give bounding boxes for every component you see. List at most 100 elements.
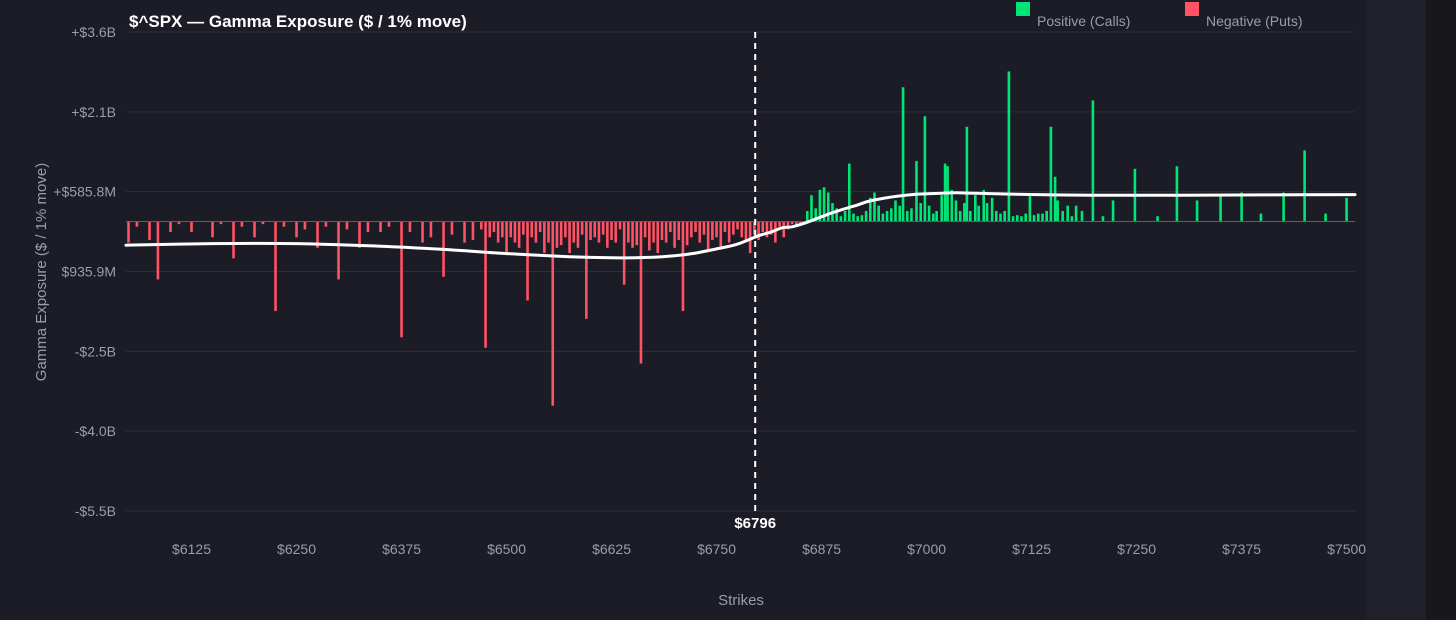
positive-bar [856, 216, 859, 222]
negative-bar [568, 221, 571, 254]
negative-bar [232, 221, 235, 259]
positive-bar [968, 210, 972, 222]
negative-bar [379, 221, 382, 233]
positive-bar [958, 210, 962, 222]
positive-bar [1091, 100, 1095, 222]
spot-price-label: $6796 [734, 515, 776, 532]
right-edge [1426, 0, 1456, 620]
positive-bar [894, 200, 897, 222]
negative-bar [622, 221, 626, 285]
positive-bar [1020, 216, 1023, 222]
positive-bar [1041, 213, 1044, 222]
negative-bar [769, 221, 773, 235]
legend-label-positive: Positive (Calls) [1037, 13, 1130, 29]
negative-bar [753, 221, 756, 235]
negative-bar [530, 221, 534, 238]
positive-bar [910, 208, 913, 222]
negative-bar [593, 221, 597, 238]
positive-bar [898, 205, 901, 222]
y-tick-label: $935.9M [62, 264, 116, 280]
x-tick-label: $7000 [907, 541, 946, 557]
negative-bars [127, 221, 802, 406]
right-panel-strip [1366, 0, 1426, 620]
x-tick-label: $6375 [382, 541, 421, 557]
positive-bar [1219, 195, 1222, 222]
negative-bar [522, 221, 525, 235]
negative-bar [643, 221, 647, 238]
negative-bar [652, 221, 655, 243]
negative-bar [463, 221, 466, 243]
positive-bar [919, 203, 922, 222]
positive-bar [1345, 197, 1348, 222]
positive-bar [839, 216, 843, 222]
positive-bar [864, 210, 868, 222]
positive-bar [994, 210, 998, 222]
negative-bar [127, 221, 130, 243]
negative-bar [345, 221, 349, 230]
negative-bar [744, 221, 748, 243]
negative-bar [387, 221, 391, 227]
negative-bar [400, 221, 403, 338]
negative-bar [677, 221, 681, 240]
negative-bar [786, 221, 790, 230]
negative-bar [706, 221, 710, 251]
negative-bar [156, 221, 160, 280]
positive-bar [985, 203, 989, 222]
positive-bar [1156, 216, 1159, 222]
negative-bar [480, 221, 483, 230]
positive-bar [982, 189, 985, 222]
negative-bar [538, 221, 542, 233]
negative-bar [219, 221, 223, 225]
negative-bar [761, 221, 765, 233]
positive-bar [963, 203, 966, 222]
negative-bar [715, 221, 718, 238]
legend: Positive (Calls) Negative (Puts) [1016, 2, 1302, 29]
negative-bar [723, 221, 727, 233]
positive-bar [1003, 210, 1006, 222]
negative-bar [648, 221, 651, 251]
negative-bar [534, 221, 538, 243]
positive-bar [1195, 200, 1199, 222]
gamma-profile-curve [124, 191, 1357, 260]
negative-bar [366, 221, 370, 233]
negative-bar [597, 221, 601, 243]
positive-bar [1061, 210, 1064, 222]
negative-bar [673, 221, 676, 248]
positive-bar [814, 208, 817, 222]
negative-bar [790, 221, 794, 225]
negative-bar [253, 221, 256, 238]
negative-bar [702, 221, 706, 235]
y-tick-label: -$2.5B [75, 343, 116, 359]
negative-bar [778, 221, 781, 227]
positive-bar [873, 192, 876, 222]
negative-bar [324, 221, 328, 227]
negative-bar [635, 221, 639, 246]
positive-bar [954, 200, 958, 222]
negative-bar [543, 221, 546, 254]
negative-bar [719, 221, 723, 248]
negative-bar [169, 221, 172, 233]
positive-bar [1015, 215, 1019, 222]
positive-bar [1074, 205, 1078, 222]
negative-bar [681, 221, 685, 311]
positive-bar [1053, 176, 1057, 222]
positive-bar [1045, 210, 1048, 222]
negative-bar [727, 221, 731, 243]
x-tick-label: $6875 [802, 541, 841, 557]
negative-bar [501, 221, 504, 238]
positive-bar [965, 126, 969, 222]
negative-bar [740, 221, 744, 238]
negative-bar [656, 221, 660, 254]
positive-bar [1282, 192, 1285, 222]
negative-bar [295, 221, 298, 238]
negative-bar [513, 221, 517, 243]
positive-bar [1028, 195, 1032, 222]
positive-bar [877, 205, 880, 222]
x-tick-label: $7375 [1222, 541, 1261, 557]
negative-bar [631, 221, 634, 248]
legend-label-negative: Negative (Puts) [1206, 13, 1302, 29]
positive-bar [901, 87, 905, 222]
positive-bars [805, 71, 1348, 222]
positive-bar [810, 195, 813, 222]
positive-bar [1324, 213, 1327, 222]
